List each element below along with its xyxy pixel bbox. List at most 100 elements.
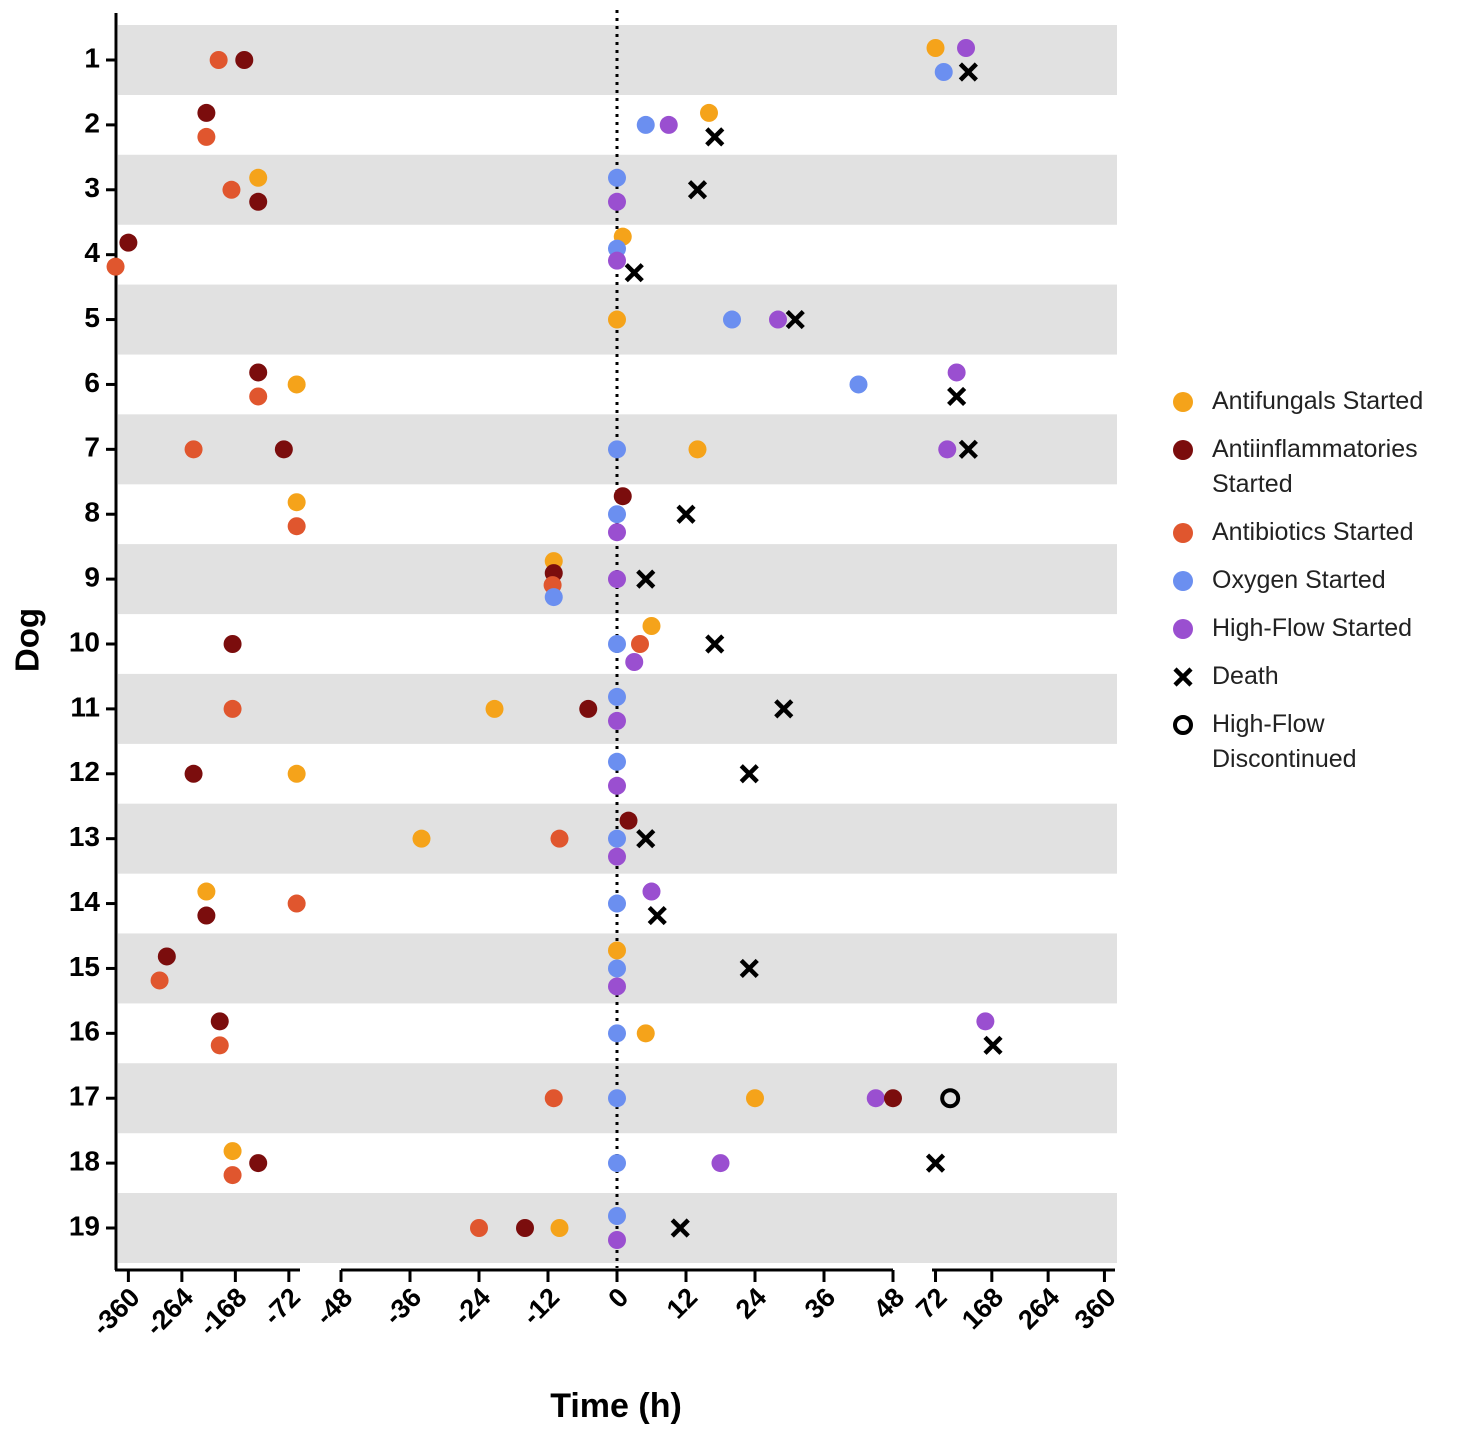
point	[608, 192, 626, 211]
point	[785, 309, 805, 330]
point	[516, 1219, 534, 1237]
y-tick-label: 13	[69, 821, 100, 852]
point	[608, 1231, 626, 1249]
point	[624, 263, 644, 283]
point	[711, 1154, 730, 1173]
point	[884, 1089, 902, 1108]
point	[608, 505, 626, 524]
point	[625, 653, 644, 671]
y-tick-label: 6	[84, 367, 100, 398]
x-tick-label: 360	[1069, 1282, 1122, 1335]
y-tick-label: 4	[84, 237, 100, 268]
point	[184, 764, 203, 783]
point	[983, 1035, 1003, 1055]
point	[608, 829, 626, 848]
legend-marker	[1173, 392, 1193, 412]
point	[642, 882, 661, 901]
point	[197, 906, 216, 925]
point	[223, 1166, 242, 1185]
point	[485, 699, 504, 718]
legend-symbol	[1173, 619, 1193, 639]
y-tick-label: 16	[69, 1016, 100, 1047]
point	[608, 1089, 626, 1108]
legend-symbol	[1173, 715, 1193, 735]
point	[676, 504, 696, 524]
point	[925, 1153, 946, 1173]
point	[235, 51, 254, 69]
point	[866, 1089, 885, 1108]
point	[705, 127, 725, 147]
point	[157, 947, 176, 966]
point	[608, 941, 626, 960]
point	[631, 635, 649, 653]
point	[926, 39, 945, 57]
y-tick-label: 1	[84, 42, 100, 73]
y-tick-label: 3	[84, 172, 100, 203]
point	[958, 62, 978, 82]
y-tick-label: 12	[69, 756, 100, 787]
y-tick-label: 8	[84, 497, 100, 528]
point	[544, 588, 563, 607]
point	[223, 699, 242, 718]
point	[210, 1012, 229, 1031]
point	[608, 635, 626, 653]
legend-symbol	[1173, 667, 1193, 687]
legend-marker	[1173, 440, 1193, 460]
point	[287, 517, 306, 536]
legend-label: Antibiotics Started	[1212, 518, 1414, 546]
point	[608, 959, 626, 978]
y-tick-label: 10	[69, 626, 100, 657]
point	[544, 1089, 563, 1108]
y-tick-label: 15	[69, 951, 100, 982]
legend-marker	[1173, 667, 1193, 687]
point	[739, 958, 759, 979]
point	[197, 882, 216, 901]
legend-label: High-Flow Discontinued	[1212, 710, 1357, 773]
x-tick-label: -48	[309, 1282, 358, 1331]
point	[705, 634, 725, 654]
legend-label: Oxygen Started	[1212, 566, 1386, 594]
point	[608, 1207, 626, 1225]
point	[613, 487, 632, 506]
x-tick-label: 36	[799, 1282, 841, 1324]
point	[608, 847, 626, 866]
point	[608, 894, 626, 913]
y-tick-label: 9	[84, 562, 100, 593]
point	[608, 977, 626, 996]
point	[774, 699, 794, 719]
point	[608, 711, 626, 730]
x-tick-label: -72	[257, 1282, 306, 1331]
y-tick-label: 11	[70, 691, 100, 722]
y-axis-label: Dog	[9, 608, 46, 672]
point	[209, 51, 228, 69]
point	[274, 440, 293, 459]
point	[249, 168, 268, 187]
legend-marker	[1173, 619, 1193, 639]
legend-marker	[1173, 523, 1193, 543]
point	[249, 192, 268, 211]
legend-item: High-Flow Started	[1170, 611, 1470, 646]
point	[659, 115, 678, 134]
legend-label: Antiinflammatories Started	[1212, 435, 1418, 498]
point	[608, 687, 626, 706]
point	[647, 905, 667, 926]
point	[150, 971, 169, 990]
legend-symbol	[1173, 392, 1193, 412]
legend-item: Antiinflammatories Started	[1170, 432, 1470, 502]
point	[958, 439, 978, 459]
point	[287, 894, 306, 913]
point	[287, 493, 306, 512]
point	[608, 776, 626, 795]
legend-label: High-Flow Started	[1212, 614, 1413, 642]
y-tick-label: 2	[84, 107, 100, 138]
x-axis-label: Time (h)	[550, 1387, 682, 1425]
point	[934, 63, 953, 81]
point	[957, 39, 976, 57]
legend-label: Antifungals Started	[1212, 387, 1424, 415]
point	[947, 386, 967, 407]
point	[222, 180, 241, 199]
point	[636, 569, 656, 589]
point	[608, 168, 626, 187]
x-tick-label: 168	[956, 1282, 1009, 1335]
